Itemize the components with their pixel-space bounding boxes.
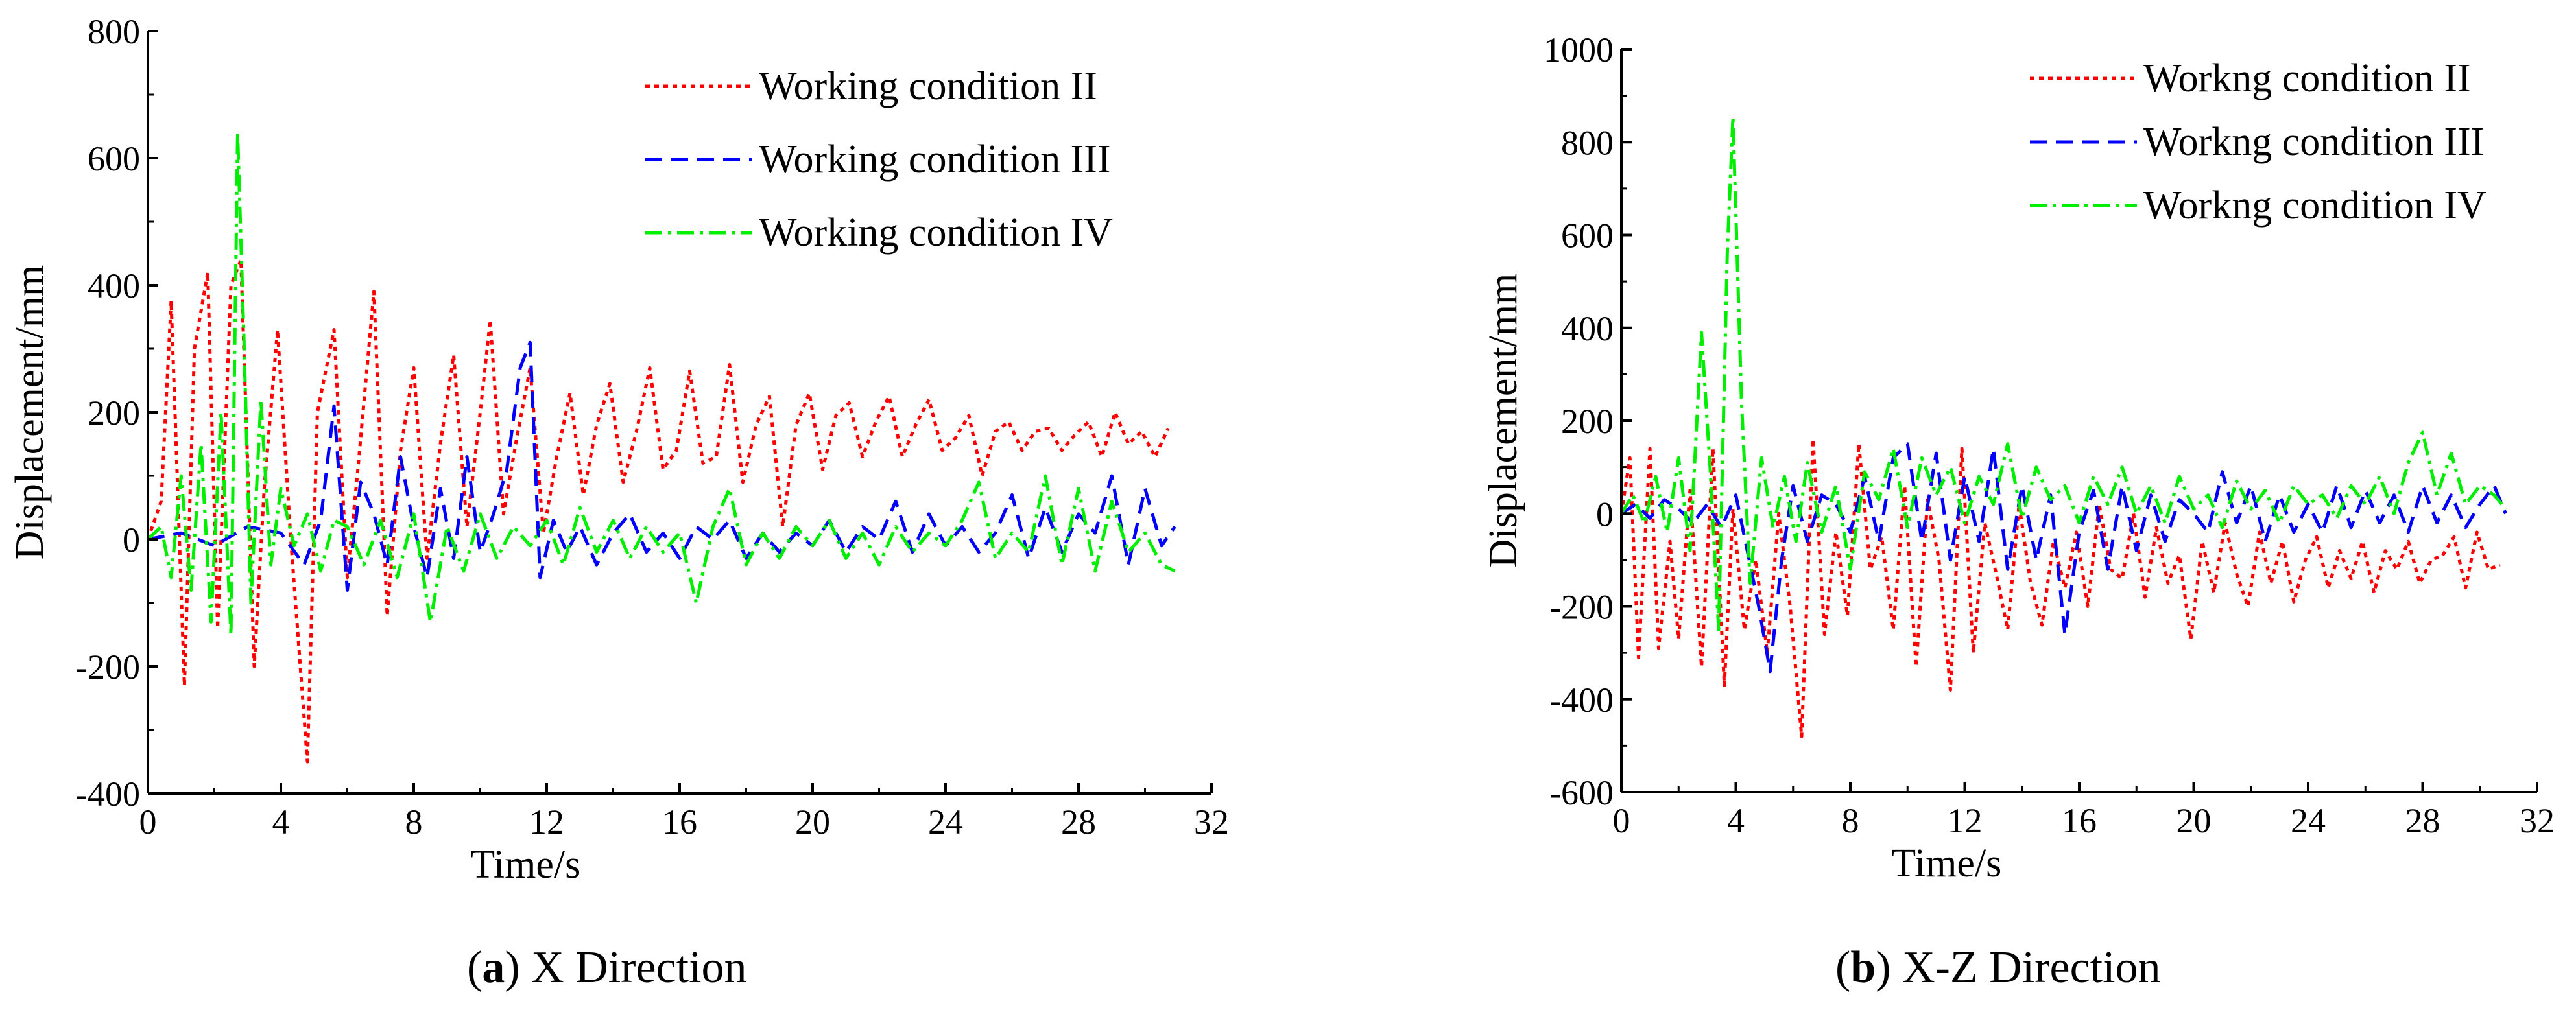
x-tick-label: 16 <box>662 803 697 841</box>
y-tick-label: 200 <box>1561 402 1614 441</box>
x-tick-label: 12 <box>1948 801 1983 840</box>
y-tick-label: 400 <box>1561 309 1614 348</box>
legend-label-1: Workng condition II <box>2143 56 2471 100</box>
y-tick-label: 600 <box>1561 217 1614 255</box>
y-axis-label: Displacement/mm <box>1481 274 1525 569</box>
legend-label-3: Working condition IV <box>759 211 1113 255</box>
caption-panel-letter: b <box>1850 943 1876 992</box>
caption-text: X-Z Direction <box>1902 943 2160 992</box>
y-tick-label: -600 <box>1549 773 1614 812</box>
y-tick-label: -400 <box>76 775 140 814</box>
y-tick-label: 600 <box>88 139 140 178</box>
caption-open-paren: ( <box>467 943 482 992</box>
x-tick-label: 32 <box>1194 803 1229 841</box>
x-tick-label: 16 <box>2062 801 2097 840</box>
x-tick-label: 4 <box>272 803 290 841</box>
caption-open-paren: ( <box>1835 943 1850 992</box>
series-line-1 <box>148 258 1170 764</box>
y-tick-label: 200 <box>88 393 140 432</box>
x-axis-label: Time/s <box>1891 841 2001 886</box>
panel-caption: (a) X Direction <box>467 943 747 992</box>
caption-text: X Direction <box>531 943 746 992</box>
legend-label-1: Working condition II <box>759 64 1097 108</box>
series-line-3 <box>1621 115 2507 631</box>
series-line-1 <box>1621 438 2501 738</box>
x-tick-label: 20 <box>795 803 830 841</box>
x-tick-label: 32 <box>2520 801 2555 840</box>
x-tick-label: 0 <box>139 803 157 841</box>
chart-panel-b: 0 4 8 12 16 20 24 28 32 -600 -400 -200 0 200 400 600 800… <box>1481 30 2555 992</box>
y-tick-label: 0 <box>1596 495 1614 534</box>
y-tick-label: 0 <box>123 521 140 559</box>
x-tick-label: 20 <box>2176 801 2212 840</box>
x-tick-label: 8 <box>405 803 423 841</box>
y-tick-label: -200 <box>1549 588 1614 627</box>
y-tick-label: 800 <box>88 12 140 51</box>
x-tick-label: 4 <box>1727 801 1745 840</box>
legend: Workng condition II Workng condition III W… <box>2030 56 2487 228</box>
y-tick-label: 1000 <box>1544 30 1614 69</box>
series-line-3 <box>148 131 1176 637</box>
legend-label-2: Workng condition III <box>2143 120 2484 164</box>
x-tick-label: 24 <box>2291 801 2326 840</box>
x-tick-label: 28 <box>1061 803 1096 841</box>
x-tick-label: 28 <box>2405 801 2440 840</box>
y-tick-label: -400 <box>1549 681 1614 720</box>
legend-label-3: Workng condition IV <box>2143 183 2487 228</box>
x-tick-label: 24 <box>928 803 963 841</box>
caption-close-paren: ) <box>1876 943 1902 992</box>
y-tick-label: 400 <box>88 266 140 305</box>
panel-caption: (b) X-Z Direction <box>1835 943 2161 992</box>
x-axis-label: Time/s <box>470 843 580 887</box>
y-tick-label: -200 <box>76 648 140 687</box>
x-tick-label: 8 <box>1842 801 1859 840</box>
caption-panel-letter: a <box>482 943 505 992</box>
legend-label-2: Working condition III <box>759 137 1111 182</box>
y-axis-label: Displacement/mm <box>8 265 52 560</box>
x-tick-label: 0 <box>1613 801 1630 840</box>
chart-panel-a: 0 4 8 12 16 20 24 28 32 -400 -200 0 200 400 600 800 Time… <box>8 12 1229 992</box>
series-line-2 <box>148 340 1176 592</box>
legend: Working condition II Working condition II… <box>645 64 1113 255</box>
y-tick-label: 800 <box>1561 123 1614 162</box>
caption-close-paren: ) <box>505 943 531 992</box>
x-tick-label: 12 <box>529 803 564 841</box>
series-line-2 <box>1621 442 2507 674</box>
